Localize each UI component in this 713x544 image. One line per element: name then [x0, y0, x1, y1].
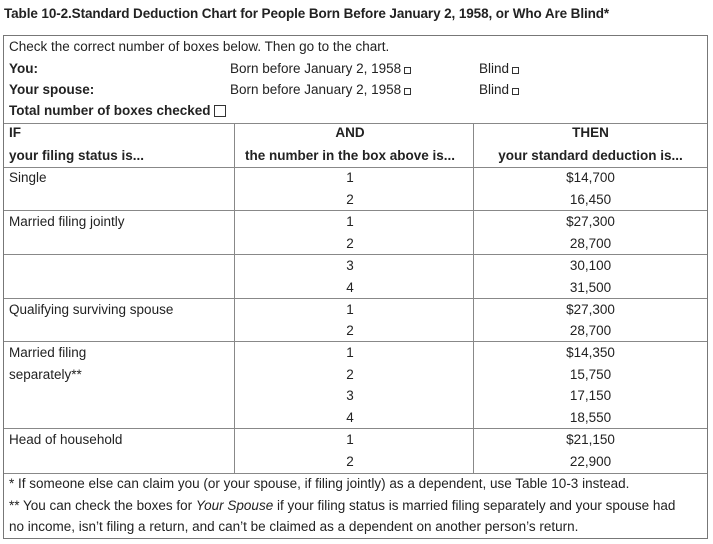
group-divider	[4, 254, 707, 255]
deduction-amount-cell: 31,500	[569, 280, 612, 295]
you-blind-checkbox[interactable]	[512, 67, 520, 74]
box-count-cell: 2	[346, 236, 354, 251]
you-born-checkbox[interactable]	[404, 67, 412, 74]
deduction-amount-cell: 30,100	[569, 258, 612, 273]
box-count-cell: 2	[346, 454, 354, 469]
group-divider	[4, 167, 707, 168]
box-count-cell: 1	[346, 170, 354, 185]
spouse-blind-option: Blind	[479, 82, 520, 98]
group-divider	[4, 210, 707, 211]
footnote-spouse-post: if your filing status is married filing …	[273, 498, 676, 513]
spouse-label: Your spouse:	[9, 82, 95, 97]
group-divider	[4, 428, 707, 429]
table-title: Table 10-2.Standard Deduction Chart for …	[4, 6, 610, 21]
status-married-filing-separately-line2: separately**	[9, 367, 82, 382]
box-count-cell: 1	[346, 302, 354, 317]
deduction-amount-cell: $21,150	[566, 432, 615, 447]
footnote-spouse-italic: Your Spouse	[195, 498, 274, 513]
and-subheader: the number in the box above is...	[244, 148, 456, 163]
box-count-cell: 2	[346, 323, 354, 338]
box-count-cell: 4	[346, 410, 354, 425]
status-qualifying-surviving-spouse: Qualifying surviving spouse	[9, 302, 174, 317]
deduction-amount-cell: 16,450	[569, 192, 612, 207]
box-count-cell: 3	[346, 388, 354, 403]
deduction-amount-cell: $14,700	[566, 170, 615, 185]
status-head-of-household: Head of household	[9, 432, 123, 447]
box-count-cell: 1	[346, 345, 354, 360]
deduction-amount-cell: 17,150	[569, 388, 612, 403]
status-married-filing-jointly: Married filing jointly	[9, 214, 125, 229]
spouse-born-option: Born before January 2, 1958	[230, 82, 412, 98]
you-blind-option: Blind	[479, 61, 520, 77]
status-married-filing-separately-line1: Married filing	[9, 345, 87, 360]
deduction-amount-cell: $27,300	[566, 214, 615, 229]
box-count-cell: 1	[346, 214, 354, 229]
box-count-cell: 2	[346, 192, 354, 207]
spouse-blind-checkbox[interactable]	[512, 88, 520, 95]
box-count-cell: 4	[346, 280, 354, 295]
you-label: You:	[9, 61, 38, 76]
deduction-amount-cell: 15,750	[569, 367, 612, 382]
status-single: Single	[9, 170, 47, 185]
if-subheader: your filing status is...	[9, 148, 145, 163]
deduction-amount-cell: 18,550	[569, 410, 612, 425]
if-header: IF	[9, 125, 21, 140]
group-divider	[4, 298, 707, 299]
total-boxes-label: Total number of boxes checked	[9, 103, 211, 118]
deduction-amount-cell: $14,350	[566, 345, 615, 360]
footnote-divider	[4, 473, 707, 474]
deduction-amount-cell: 28,700	[569, 323, 612, 338]
you-blind-label: Blind	[479, 61, 510, 76]
you-born-option: Born before January 2, 1958	[230, 61, 412, 77]
deduction-amount-cell: 22,900	[569, 454, 612, 469]
footnote-spouse: ** You can check the boxes for Your Spou…	[9, 498, 675, 514]
deduction-table	[3, 35, 708, 539]
instructions-text: Check the correct number of boxes below.…	[9, 39, 390, 54]
deduction-amount-cell: 28,700	[569, 236, 612, 251]
box-count-cell: 2	[346, 367, 354, 382]
footnote-dependent: * If someone else can claim you (or your…	[9, 476, 630, 491]
footnote-spouse-continued: no income, isn’t filing a return, and ca…	[9, 519, 579, 534]
spouse-blind-label: Blind	[479, 82, 510, 97]
total-boxes-row: Total number of boxes checked	[9, 103, 226, 119]
total-boxes-field[interactable]	[213, 105, 226, 117]
spouse-born-checkbox[interactable]	[404, 88, 412, 95]
then-header: THEN	[572, 125, 609, 140]
box-count-cell: 1	[346, 432, 354, 447]
deduction-amount-cell: $27,300	[566, 302, 615, 317]
footnote-spouse-pre: ** You can check the boxes for	[9, 498, 196, 513]
spouse-born-label: Born before January 2, 1958	[230, 82, 402, 97]
box-count-cell: 3	[346, 258, 354, 273]
header-top-divider	[4, 123, 707, 124]
and-header: AND	[335, 125, 365, 140]
you-born-label: Born before January 2, 1958	[230, 61, 402, 76]
group-divider	[4, 341, 707, 342]
then-subheader: your standard deduction is...	[498, 148, 683, 163]
